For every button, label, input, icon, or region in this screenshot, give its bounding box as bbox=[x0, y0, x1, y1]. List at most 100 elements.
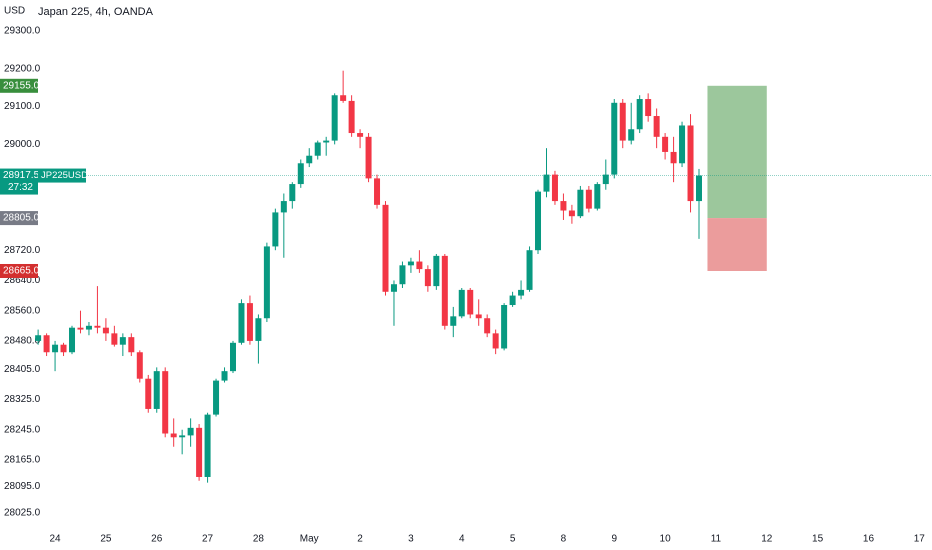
candle-body bbox=[340, 95, 347, 101]
candle-body bbox=[441, 255, 448, 326]
symbol-label: JP225USD bbox=[41, 170, 88, 181]
candle-body bbox=[458, 289, 465, 317]
y-tick-label: 29300.0 bbox=[4, 26, 41, 37]
candle-body bbox=[102, 327, 109, 334]
candle-body bbox=[77, 327, 84, 330]
candle-body bbox=[204, 414, 211, 477]
candle-body bbox=[357, 133, 364, 137]
x-tick-label: 17 bbox=[914, 534, 926, 545]
candle-body bbox=[416, 261, 423, 270]
candle-body bbox=[187, 427, 194, 436]
candle-body bbox=[229, 342, 236, 372]
candle-body bbox=[314, 142, 321, 156]
candle-body bbox=[170, 433, 177, 438]
y-tick-label: 28325.0 bbox=[4, 394, 41, 405]
candle-body bbox=[501, 305, 508, 349]
candle-body bbox=[374, 178, 381, 205]
chart-title: Japan 225, 4h, OANDA bbox=[38, 6, 154, 18]
countdown-label: 27:32 bbox=[8, 182, 33, 193]
candle-body bbox=[535, 191, 542, 251]
candle-body bbox=[399, 265, 406, 285]
candle-body bbox=[306, 155, 313, 164]
y-tick-label: 29200.0 bbox=[4, 63, 41, 74]
candle-body bbox=[585, 189, 592, 209]
candle-body bbox=[670, 151, 677, 164]
candle-body bbox=[43, 335, 50, 353]
candle-body bbox=[85, 325, 92, 330]
candle-body bbox=[382, 204, 389, 292]
candle-body bbox=[602, 174, 609, 185]
y-tick-label: 29000.0 bbox=[4, 139, 41, 150]
x-tick-label: 16 bbox=[863, 534, 875, 545]
price-label: 29155.0 bbox=[3, 80, 40, 91]
x-tick-label: 12 bbox=[761, 534, 773, 545]
y-tick-label: 28480.0 bbox=[4, 336, 41, 347]
candle-body bbox=[196, 427, 203, 477]
candle-body bbox=[467, 289, 474, 315]
candle-body bbox=[272, 212, 279, 247]
candle-body bbox=[35, 335, 42, 341]
candle-body bbox=[679, 125, 686, 164]
candle-body bbox=[611, 102, 618, 175]
candle-body bbox=[695, 175, 702, 202]
candle-body bbox=[238, 303, 245, 343]
y-tick-label: 28165.0 bbox=[4, 455, 41, 466]
x-tick-label: 15 bbox=[812, 534, 824, 545]
candle-body bbox=[246, 303, 253, 341]
candle-body bbox=[289, 184, 296, 202]
candle-body bbox=[390, 284, 397, 292]
candle-body bbox=[221, 371, 228, 381]
candle-body bbox=[594, 184, 601, 209]
y-tick-label: 28720.0 bbox=[4, 245, 41, 256]
candle-body bbox=[492, 333, 499, 349]
y-tick-label: 28095.0 bbox=[4, 481, 41, 492]
x-tick-label: 2 bbox=[357, 534, 363, 545]
loss-zone bbox=[707, 218, 767, 271]
current-price-label: 28917.5 bbox=[3, 170, 40, 181]
candle-body bbox=[687, 125, 694, 202]
candle-body bbox=[509, 295, 516, 306]
y-tick-label: 28245.0 bbox=[4, 424, 41, 435]
candle-body bbox=[213, 380, 220, 415]
candle-body bbox=[475, 314, 482, 319]
x-tick-label: 11 bbox=[711, 534, 722, 545]
y-tick-label: 28640.0 bbox=[4, 275, 41, 286]
candle-body bbox=[365, 136, 372, 179]
candle-body bbox=[636, 99, 643, 130]
candle-body bbox=[526, 250, 533, 290]
candle-body bbox=[145, 378, 152, 409]
candle-body bbox=[543, 174, 550, 192]
price-label-box bbox=[0, 263, 38, 278]
price-label: 28665.0 bbox=[3, 266, 40, 277]
x-tick-label: 3 bbox=[408, 534, 414, 545]
x-tick-label: 8 bbox=[561, 534, 567, 545]
x-tick-label: May bbox=[300, 534, 319, 545]
x-tick-label: 10 bbox=[660, 534, 672, 545]
x-tick-label: 27 bbox=[202, 534, 214, 545]
candle-body bbox=[297, 163, 304, 185]
candle-body bbox=[323, 140, 330, 143]
candle-body bbox=[568, 210, 575, 217]
candle-body bbox=[645, 99, 652, 117]
candle-body bbox=[518, 289, 525, 296]
x-tick-label: 5 bbox=[510, 534, 516, 545]
candle-body bbox=[119, 337, 126, 345]
candle-body bbox=[407, 261, 414, 266]
candle-body bbox=[450, 316, 457, 326]
candle-body bbox=[52, 344, 59, 353]
candle-body bbox=[179, 435, 186, 438]
candle-body bbox=[619, 102, 626, 141]
candle-body bbox=[653, 116, 660, 137]
candle-body bbox=[424, 269, 431, 287]
candle-body bbox=[348, 100, 355, 134]
candle-body bbox=[577, 189, 584, 217]
current-price-box bbox=[0, 168, 38, 195]
symbol-box bbox=[38, 168, 86, 183]
candle-body bbox=[551, 174, 558, 202]
candle-body bbox=[255, 318, 262, 341]
price-label-box bbox=[0, 211, 38, 226]
y-tick-label: 28025.0 bbox=[4, 508, 41, 519]
candle-body bbox=[628, 129, 635, 141]
candle-body bbox=[60, 344, 67, 353]
